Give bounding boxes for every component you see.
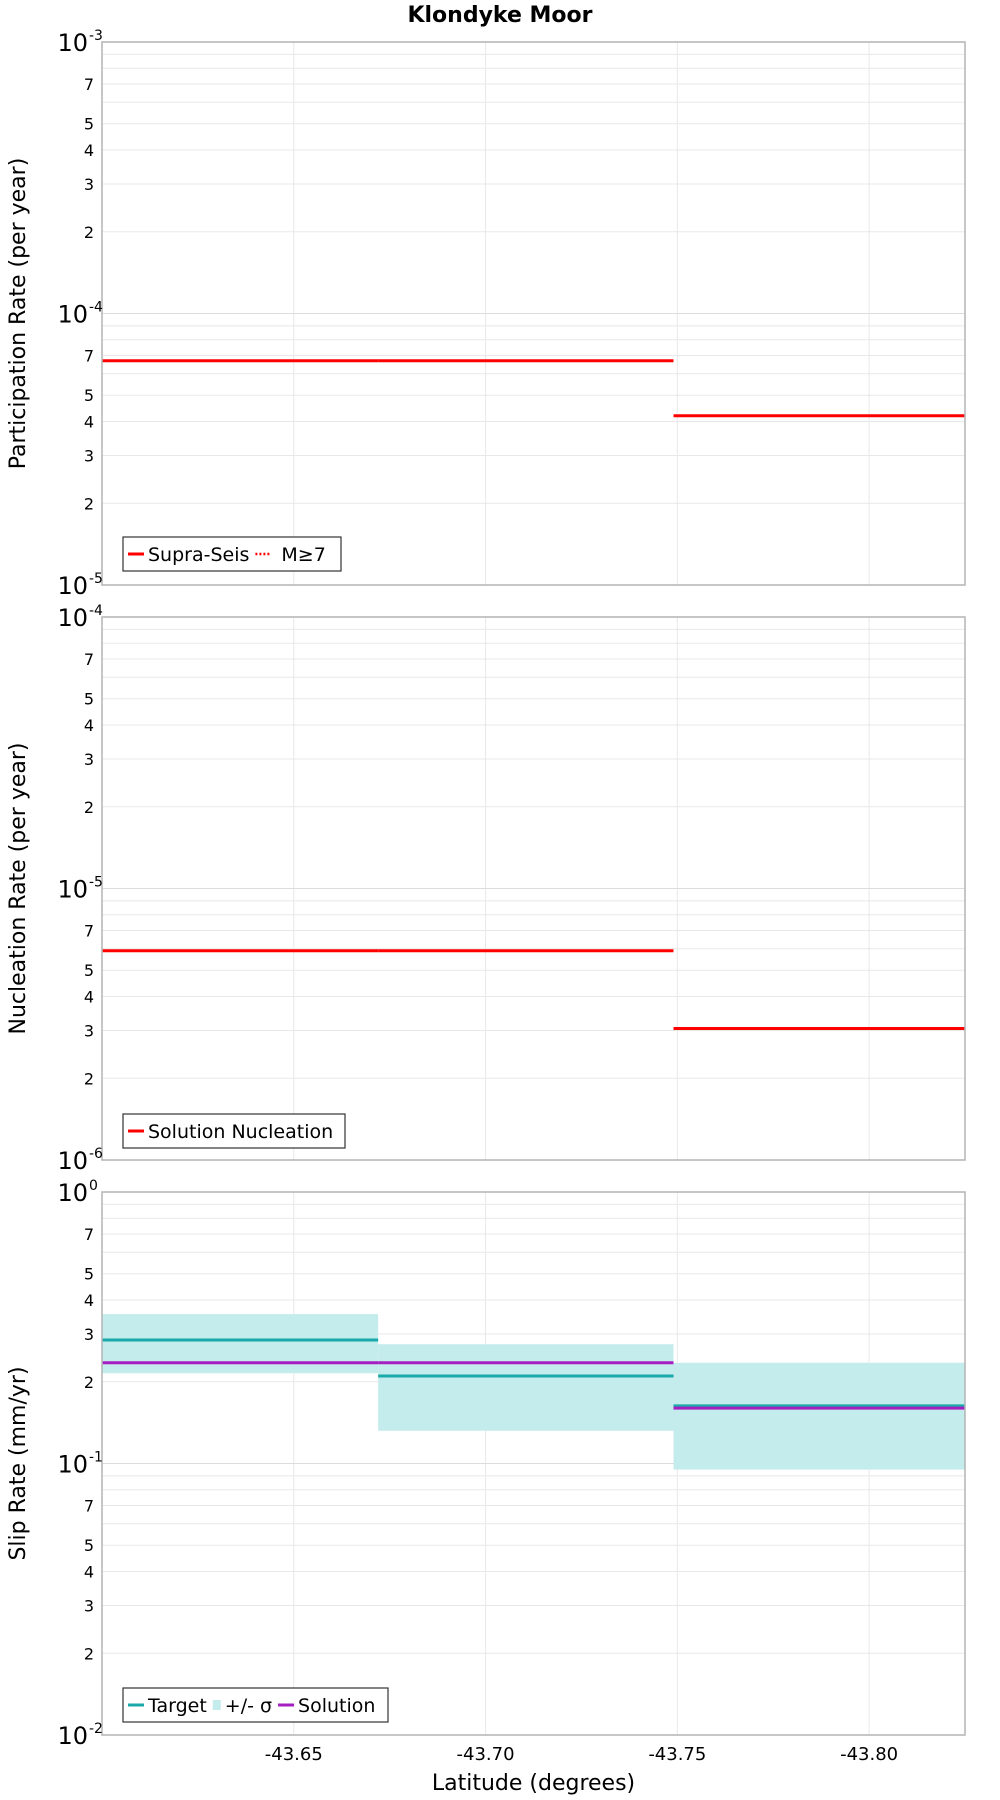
y-tick-label: 4 — [84, 141, 94, 160]
participation-plot-frame — [101, 41, 966, 586]
y-tick-label: 5 — [84, 961, 94, 980]
y-tick-label: 10 — [57, 1147, 88, 1175]
chart-title: Klondyke Moor — [407, 3, 592, 28]
legend-label: +/- σ — [225, 1695, 272, 1717]
participation-legend: Supra-Seis M≥7 — [122, 536, 342, 572]
y-tick-exponent: -2 — [89, 1721, 103, 1737]
slip-y-axis-label: Slip Rate (mm/yr) — [6, 1366, 31, 1560]
y-tick-label: 3 — [84, 1325, 94, 1344]
y-tick-exponent: -6 — [89, 1146, 103, 1162]
y-tick-label: 5 — [84, 1265, 94, 1284]
nucleation-y-axis-label: Nucleation Rate (per year) — [6, 743, 31, 1035]
y-tick-label: 5 — [84, 386, 94, 405]
y-tick-label: 7 — [84, 1497, 94, 1516]
legend-box — [122, 1687, 389, 1723]
y-tick-label: 7 — [84, 1225, 94, 1244]
y-tick-label: 10 — [57, 1722, 88, 1750]
y-tick-label: 2 — [84, 1069, 94, 1088]
y-tick-label: 5 — [84, 690, 94, 709]
y-tick-label: 4 — [84, 1563, 94, 1582]
slip-legend: Target +/- σ Solution — [122, 1687, 389, 1723]
legend-swatch — [212, 1700, 221, 1710]
y-tick-exponent: -5 — [89, 571, 103, 587]
y-tick-label: 3 — [84, 750, 94, 769]
nucleation-gridlines — [102, 616, 965, 1161]
y-tick-label: 7 — [84, 347, 94, 366]
sigma-band-segment — [673, 1362, 965, 1470]
legend-box — [122, 1113, 346, 1149]
y-tick-label: 3 — [84, 446, 94, 465]
participation-y-axis-label: Participation Rate (per year) — [6, 158, 31, 470]
nucleation-plot-frame — [101, 616, 966, 1161]
y-tick-label: 10 — [57, 572, 88, 600]
slip-x-ticks: -43.65 -43.70 -43.75 -43.80 — [265, 1744, 898, 1765]
y-tick-label: 4 — [84, 716, 94, 735]
sigma-band-segment — [378, 1344, 674, 1431]
y-tick-exponent: 0 — [89, 1178, 98, 1194]
legend-label: Supra-Seis — [148, 544, 249, 566]
y-tick-label: 2 — [84, 223, 94, 242]
y-tick-label: 3 — [84, 1596, 94, 1615]
nucleation-legend: Solution Nucleation — [122, 1113, 346, 1149]
y-tick-label: 3 — [84, 1021, 94, 1040]
y-tick-label: 3 — [84, 175, 94, 194]
x-axis-label: Latitude (degrees) — [432, 1771, 635, 1796]
y-tick-label: 10 — [57, 876, 88, 904]
y-tick-label: 10 — [57, 29, 88, 57]
y-tick-exponent: -5 — [89, 875, 103, 891]
slip-data — [102, 1314, 965, 1470]
y-tick-label: 10 — [57, 1451, 88, 1479]
participation-gridlines — [102, 41, 965, 586]
legend-label: Solution — [298, 1695, 375, 1717]
legend-label: Target — [147, 1695, 207, 1717]
x-tick-label: -43.80 — [840, 1744, 898, 1765]
slip-plot-frame — [101, 1191, 966, 1736]
x-tick-label: -43.75 — [648, 1744, 706, 1765]
y-tick-label: 10 — [57, 1179, 88, 1207]
y-tick-label: 4 — [84, 413, 94, 432]
legend-label: M≥7 — [281, 544, 325, 566]
y-tick-label: 5 — [84, 115, 94, 134]
y-tick-label: 4 — [84, 988, 94, 1007]
y-tick-label: 4 — [84, 1291, 94, 1310]
y-tick-label: 10 — [57, 301, 88, 329]
y-tick-label: 7 — [84, 650, 94, 669]
y-tick-label: 5 — [84, 1536, 94, 1555]
nucleation-data — [102, 949, 965, 1031]
y-tick-label: 2 — [84, 798, 94, 817]
x-tick-label: -43.70 — [457, 1744, 515, 1765]
y-tick-label: 2 — [84, 1373, 94, 1392]
participation-data — [102, 359, 965, 418]
y-tick-label: 10 — [57, 604, 88, 632]
y-tick-label: 2 — [84, 1644, 94, 1663]
y-tick-exponent: -4 — [89, 300, 103, 316]
sigma-band-segment — [102, 1314, 379, 1374]
y-tick-exponent: -4 — [89, 603, 103, 619]
x-tick-label: -43.65 — [265, 1744, 323, 1765]
y-tick-label: 7 — [84, 75, 94, 94]
y-tick-label: 7 — [84, 922, 94, 941]
y-tick-label: 2 — [84, 494, 94, 513]
y-tick-exponent: -3 — [89, 28, 103, 44]
y-tick-exponent: -1 — [89, 1450, 103, 1466]
legend-box — [122, 536, 342, 572]
legend-label: Solution Nucleation — [148, 1121, 333, 1143]
